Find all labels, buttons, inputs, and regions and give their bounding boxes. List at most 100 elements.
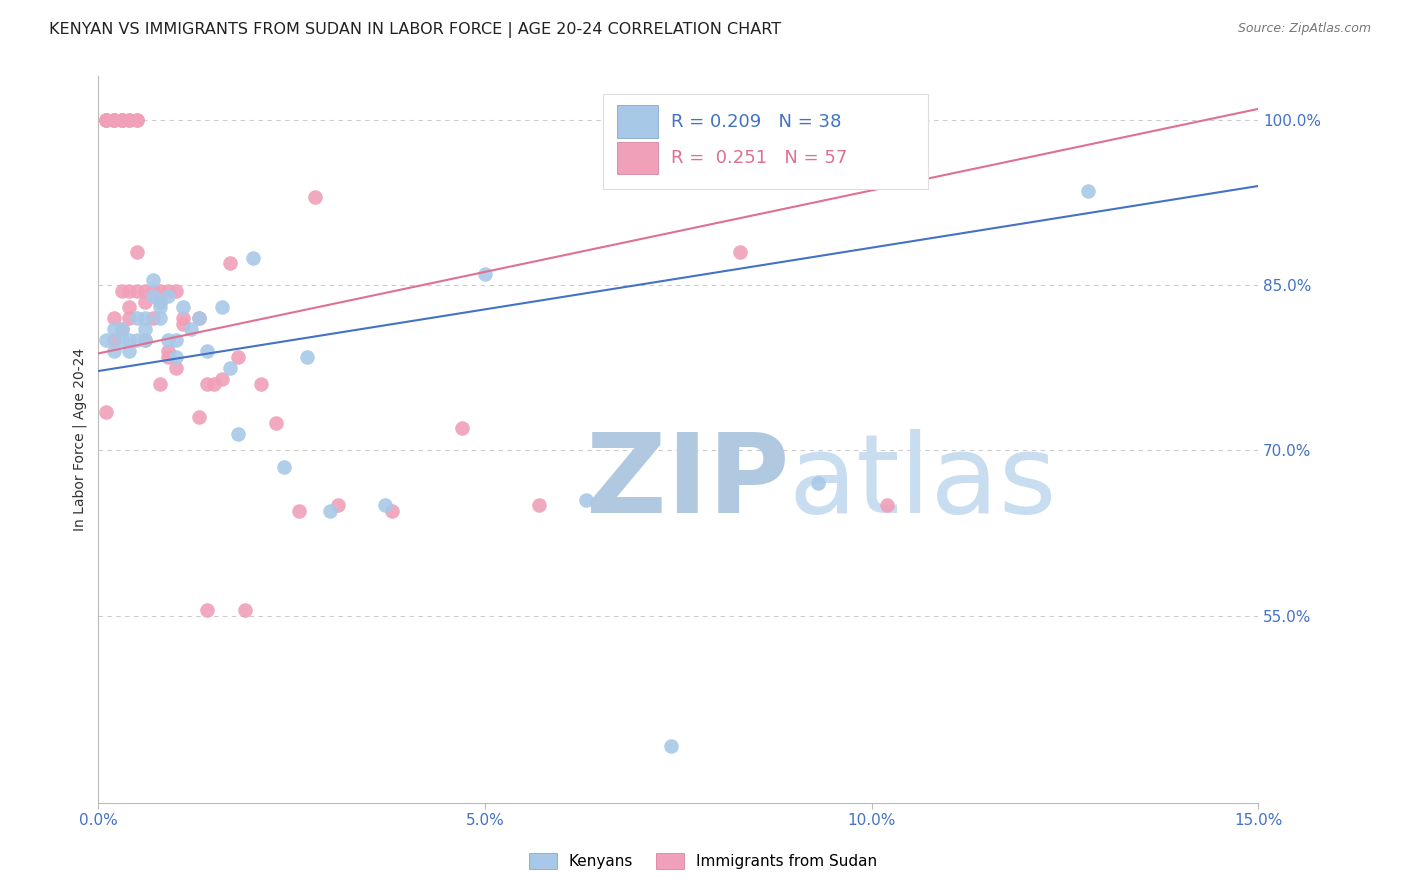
Point bbox=[319, 504, 342, 518]
Point bbox=[96, 333, 118, 347]
Point bbox=[149, 294, 172, 309]
Point bbox=[188, 311, 211, 326]
Point bbox=[226, 350, 249, 364]
Legend: Kenyans, Immigrants from Sudan: Kenyans, Immigrants from Sudan bbox=[523, 847, 883, 875]
Point bbox=[149, 284, 172, 298]
Point bbox=[180, 322, 202, 336]
Point bbox=[235, 603, 257, 617]
Point bbox=[134, 311, 156, 326]
Point bbox=[141, 272, 165, 286]
Point bbox=[96, 112, 118, 127]
Point bbox=[111, 284, 132, 298]
Point bbox=[118, 333, 141, 347]
Point bbox=[103, 112, 125, 127]
Point bbox=[127, 284, 149, 298]
Bar bbox=[617, 142, 658, 174]
Point bbox=[157, 284, 180, 298]
Point bbox=[127, 112, 149, 127]
Point bbox=[141, 284, 165, 298]
Point bbox=[195, 344, 218, 359]
Point bbox=[157, 344, 180, 359]
Point bbox=[118, 112, 141, 127]
Point bbox=[149, 294, 172, 309]
Point bbox=[659, 739, 682, 753]
Point bbox=[165, 360, 187, 375]
Point bbox=[134, 333, 156, 347]
Point bbox=[134, 333, 156, 347]
Point bbox=[96, 112, 118, 127]
Point bbox=[326, 499, 350, 513]
Point bbox=[381, 504, 404, 518]
Point bbox=[127, 245, 149, 260]
Point bbox=[157, 350, 180, 364]
Point bbox=[141, 289, 165, 303]
Point bbox=[219, 256, 242, 270]
Point bbox=[103, 112, 125, 127]
Point bbox=[103, 112, 125, 127]
Point bbox=[188, 410, 211, 425]
Point bbox=[157, 333, 180, 347]
Point bbox=[273, 459, 295, 474]
Point bbox=[188, 311, 211, 326]
Point bbox=[474, 267, 496, 281]
Point bbox=[118, 112, 141, 127]
Text: KENYAN VS IMMIGRANTS FROM SUDAN IN LABOR FORCE | AGE 20-24 CORRELATION CHART: KENYAN VS IMMIGRANTS FROM SUDAN IN LABOR… bbox=[49, 22, 782, 38]
Point bbox=[118, 344, 141, 359]
Point bbox=[172, 317, 194, 331]
Point bbox=[103, 322, 125, 336]
Y-axis label: In Labor Force | Age 20-24: In Labor Force | Age 20-24 bbox=[73, 348, 87, 531]
Point bbox=[149, 377, 172, 392]
Point bbox=[141, 311, 165, 326]
Point bbox=[219, 360, 242, 375]
Point bbox=[111, 322, 132, 336]
Text: R = 0.209   N = 38: R = 0.209 N = 38 bbox=[672, 112, 842, 130]
Point bbox=[134, 284, 156, 298]
Text: R =  0.251   N = 57: R = 0.251 N = 57 bbox=[672, 149, 848, 167]
Point bbox=[111, 333, 132, 347]
Point bbox=[304, 190, 326, 204]
Point bbox=[211, 372, 233, 386]
Point bbox=[297, 350, 319, 364]
Point bbox=[165, 284, 187, 298]
Point bbox=[374, 499, 396, 513]
Point bbox=[103, 333, 125, 347]
Point bbox=[111, 112, 132, 127]
Point bbox=[1077, 185, 1099, 199]
FancyBboxPatch shape bbox=[603, 94, 928, 188]
Point bbox=[134, 294, 156, 309]
Point bbox=[149, 311, 172, 326]
Point bbox=[288, 504, 311, 518]
Point bbox=[96, 112, 118, 127]
Point bbox=[204, 377, 226, 392]
Point bbox=[211, 300, 233, 314]
Point bbox=[149, 300, 172, 314]
Point bbox=[127, 311, 149, 326]
Point bbox=[195, 377, 218, 392]
Point bbox=[134, 322, 156, 336]
Point bbox=[127, 112, 149, 127]
Point bbox=[195, 603, 218, 617]
Point bbox=[575, 492, 598, 507]
Point bbox=[165, 333, 187, 347]
Point bbox=[242, 251, 264, 265]
Point bbox=[118, 300, 141, 314]
Point bbox=[127, 333, 149, 347]
Point bbox=[103, 311, 125, 326]
Point bbox=[118, 284, 141, 298]
Point bbox=[264, 416, 288, 430]
Point bbox=[529, 499, 551, 513]
Point bbox=[172, 311, 194, 326]
Text: ZIP: ZIP bbox=[585, 429, 789, 536]
Bar bbox=[617, 105, 658, 138]
Point bbox=[111, 112, 132, 127]
Point bbox=[165, 350, 187, 364]
Text: Source: ZipAtlas.com: Source: ZipAtlas.com bbox=[1237, 22, 1371, 36]
Point bbox=[876, 499, 898, 513]
Point bbox=[111, 112, 132, 127]
Point bbox=[730, 245, 752, 260]
Point bbox=[172, 300, 194, 314]
Point bbox=[111, 322, 132, 336]
Point bbox=[96, 405, 118, 419]
Point bbox=[250, 377, 273, 392]
Text: atlas: atlas bbox=[789, 429, 1057, 536]
